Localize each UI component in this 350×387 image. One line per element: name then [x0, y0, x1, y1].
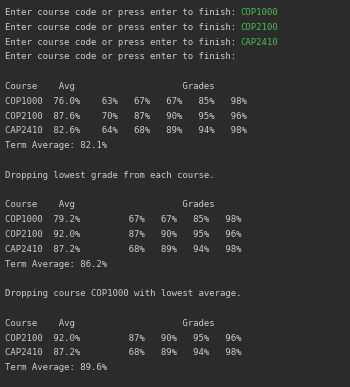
Text: Enter course code or press enter to finish:: Enter course code or press enter to fini… — [5, 23, 241, 32]
Text: COP1000  79.2%         67%   67%   85%   98%: COP1000 79.2% 67% 67% 85% 98% — [5, 215, 241, 224]
Text: Enter course code or press enter to finish:: Enter course code or press enter to fini… — [5, 8, 241, 17]
Text: Course    Avg                    Grades: Course Avg Grades — [5, 319, 215, 328]
Text: COP2100  87.6%    70%   87%   90%   95%   96%: COP2100 87.6% 70% 87% 90% 95% 96% — [5, 111, 247, 121]
Text: Dropping lowest grade from each course.: Dropping lowest grade from each course. — [5, 171, 215, 180]
Text: COP1000  76.0%    63%   67%   67%   85%   98%: COP1000 76.0% 63% 67% 67% 85% 98% — [5, 97, 247, 106]
Text: Term Average: 82.1%: Term Average: 82.1% — [5, 141, 107, 150]
Text: COP2100: COP2100 — [240, 23, 278, 32]
Text: CAP2410: CAP2410 — [240, 38, 278, 46]
Text: COP2100  92.0%         87%   90%   95%   96%: COP2100 92.0% 87% 90% 95% 96% — [5, 230, 241, 239]
Text: COP1000: COP1000 — [240, 8, 278, 17]
Text: Term Average: 89.6%: Term Average: 89.6% — [5, 363, 107, 372]
Text: Course    Avg                    Grades: Course Avg Grades — [5, 82, 215, 91]
Text: Term Average: 86.2%: Term Average: 86.2% — [5, 260, 107, 269]
Text: COP2100  92.0%         87%   90%   95%   96%: COP2100 92.0% 87% 90% 95% 96% — [5, 334, 241, 342]
Text: Dropping course COP1000 with lowest average.: Dropping course COP1000 with lowest aver… — [5, 289, 241, 298]
Text: Enter course code or press enter to finish:: Enter course code or press enter to fini… — [5, 52, 241, 62]
Text: Enter course code or press enter to finish:: Enter course code or press enter to fini… — [5, 38, 241, 46]
Text: CAP2410  82.6%    64%   68%   89%   94%   98%: CAP2410 82.6% 64% 68% 89% 94% 98% — [5, 127, 247, 135]
Text: CAP2410  87.2%         68%   89%   94%   98%: CAP2410 87.2% 68% 89% 94% 98% — [5, 245, 241, 254]
Text: CAP2410  87.2%         68%   89%   94%   98%: CAP2410 87.2% 68% 89% 94% 98% — [5, 348, 241, 358]
Text: Course    Avg                    Grades: Course Avg Grades — [5, 200, 215, 209]
